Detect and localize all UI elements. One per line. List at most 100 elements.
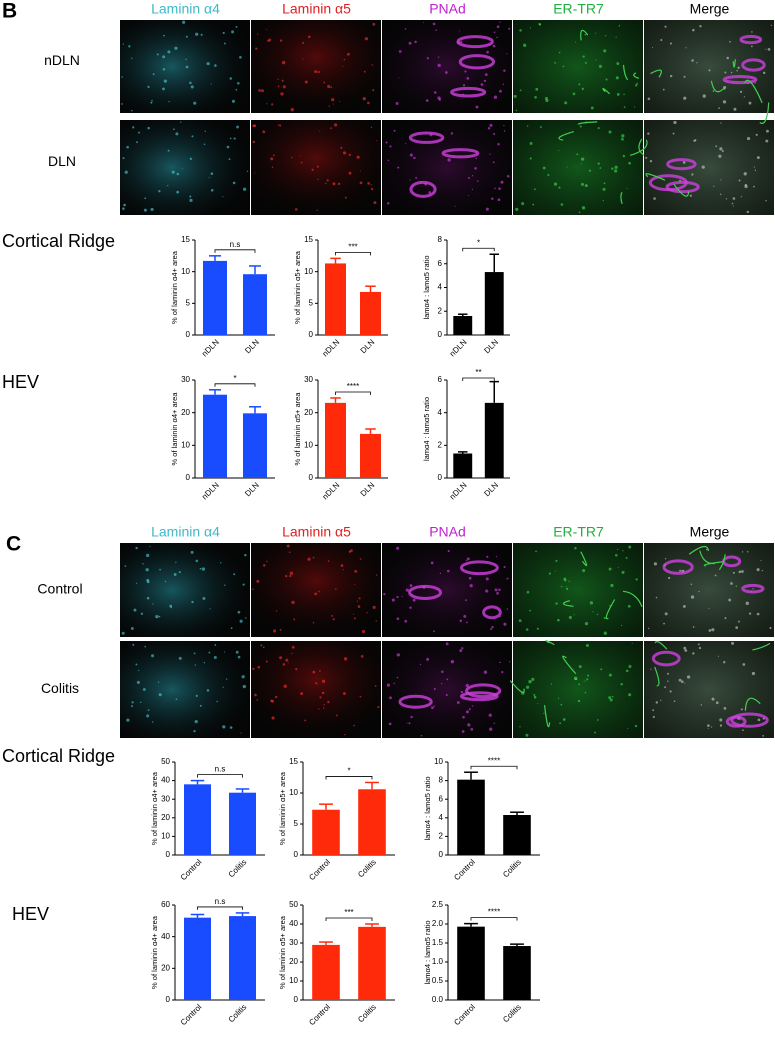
panel-label: B	[2, 0, 17, 23]
micrograph-speck	[396, 653, 400, 657]
micrograph-speck	[618, 25, 621, 27]
micrograph-speck	[346, 52, 350, 56]
micrograph-speck	[432, 22, 436, 26]
micrograph-speck	[383, 593, 386, 596]
micrograph-speck	[475, 157, 478, 160]
y-tick-label: 6	[438, 375, 443, 384]
column-header: Merge	[690, 524, 730, 540]
micrograph-speck	[122, 43, 124, 45]
micrograph-speck	[694, 139, 697, 141]
micrograph-speck	[304, 719, 307, 722]
micrograph-speck	[131, 109, 133, 112]
micrograph-speck	[616, 62, 620, 66]
micrograph-speck	[765, 199, 767, 202]
micrograph-speck	[634, 84, 638, 87]
micrograph-speck	[519, 726, 521, 728]
micrograph-speck	[291, 652, 293, 655]
micrograph-speck	[539, 126, 542, 129]
micrograph-speck	[155, 615, 159, 619]
micrograph-speck	[235, 650, 239, 654]
column-header: PNAd	[429, 524, 466, 540]
micrograph-speck	[465, 599, 467, 602]
micrograph-speck	[500, 180, 504, 184]
bar	[203, 394, 227, 478]
micrograph-speck	[195, 32, 199, 36]
micrograph-speck	[732, 197, 736, 200]
micrograph-speck	[208, 651, 211, 654]
micrograph-speck	[617, 566, 619, 568]
micrograph-speck	[288, 551, 291, 554]
bar	[229, 916, 256, 1000]
y-axis-label: lamα4 : lamα5 ratio	[423, 776, 432, 840]
micrograph-speck	[319, 130, 321, 132]
micrograph-speck	[465, 710, 469, 714]
y-axis-label: % of laminin α5+ area	[278, 915, 287, 989]
micrograph-speck	[542, 166, 546, 170]
micrograph-speck	[562, 718, 566, 721]
micrograph-speck	[647, 132, 650, 135]
micrograph-speck	[229, 77, 233, 80]
micrograph-speck	[732, 205, 734, 207]
micrograph-speck	[214, 644, 217, 646]
micrograph-speck	[180, 121, 182, 123]
section-label: Cortical Ridge	[2, 746, 115, 766]
micrograph-speck	[404, 619, 408, 623]
micrograph-speck	[437, 63, 441, 67]
vessel	[456, 35, 494, 49]
micrograph-speck	[649, 159, 653, 163]
y-tick-label: 0.0	[432, 995, 444, 1004]
y-tick-label: 0	[438, 473, 443, 482]
micrograph-speck	[635, 578, 638, 581]
y-tick-label: 2	[438, 440, 443, 449]
micrograph-speck	[488, 713, 492, 717]
micrograph-speck	[159, 568, 161, 571]
micrograph-speck	[210, 172, 214, 175]
micrograph-speck	[281, 60, 286, 65]
micrograph-speck	[235, 88, 238, 91]
micrograph-speck	[307, 35, 311, 39]
micrograph-speck	[566, 166, 568, 168]
micrograph-speck	[603, 182, 606, 185]
micrograph-signal	[513, 120, 643, 215]
micrograph-speck	[138, 669, 140, 672]
micrograph-speck	[738, 179, 741, 182]
row-label: DLN	[48, 153, 76, 169]
micrograph-speck	[239, 55, 242, 59]
micrograph-speck	[332, 103, 334, 105]
micrograph-speck	[342, 569, 344, 571]
y-tick-label: 0	[294, 850, 299, 859]
micrograph-speck	[142, 688, 146, 691]
micrograph-speck	[525, 685, 530, 689]
micrograph-speck	[124, 170, 128, 174]
micrograph-speck	[372, 89, 375, 92]
micrograph-speck	[340, 146, 343, 149]
micrograph-speck	[586, 678, 589, 681]
micrograph-speck	[611, 695, 614, 698]
micrograph-speck	[580, 163, 582, 165]
micrograph-speck	[270, 157, 274, 161]
micrograph-speck	[389, 145, 392, 148]
y-axis-label: % of laminin α4+ area	[150, 771, 159, 845]
micrograph-speck	[191, 135, 194, 138]
x-tick-label: Control	[179, 857, 204, 882]
reticular-fiber	[744, 79, 763, 104]
micrograph-speck	[566, 587, 569, 590]
micrograph-signal	[382, 543, 512, 637]
micrograph-speck	[373, 201, 377, 205]
micrograph-speck	[144, 645, 146, 648]
micrograph-speck	[423, 21, 425, 23]
micrograph-speck	[765, 139, 769, 143]
y-tick-label: 0	[438, 330, 443, 339]
micrograph-speck	[664, 612, 668, 616]
micrograph-speck	[555, 602, 558, 605]
y-tick-label: 15	[304, 235, 313, 244]
micrograph-speck	[282, 85, 286, 89]
micrograph-signal	[120, 20, 250, 113]
reticular-fiber	[650, 69, 662, 78]
micrograph-speck	[518, 619, 522, 623]
micrograph-speck	[585, 643, 589, 648]
micrograph-speck	[332, 618, 335, 621]
micrograph-speck	[253, 124, 257, 128]
micrograph-speck	[564, 579, 567, 582]
micrograph-signal	[644, 120, 774, 215]
